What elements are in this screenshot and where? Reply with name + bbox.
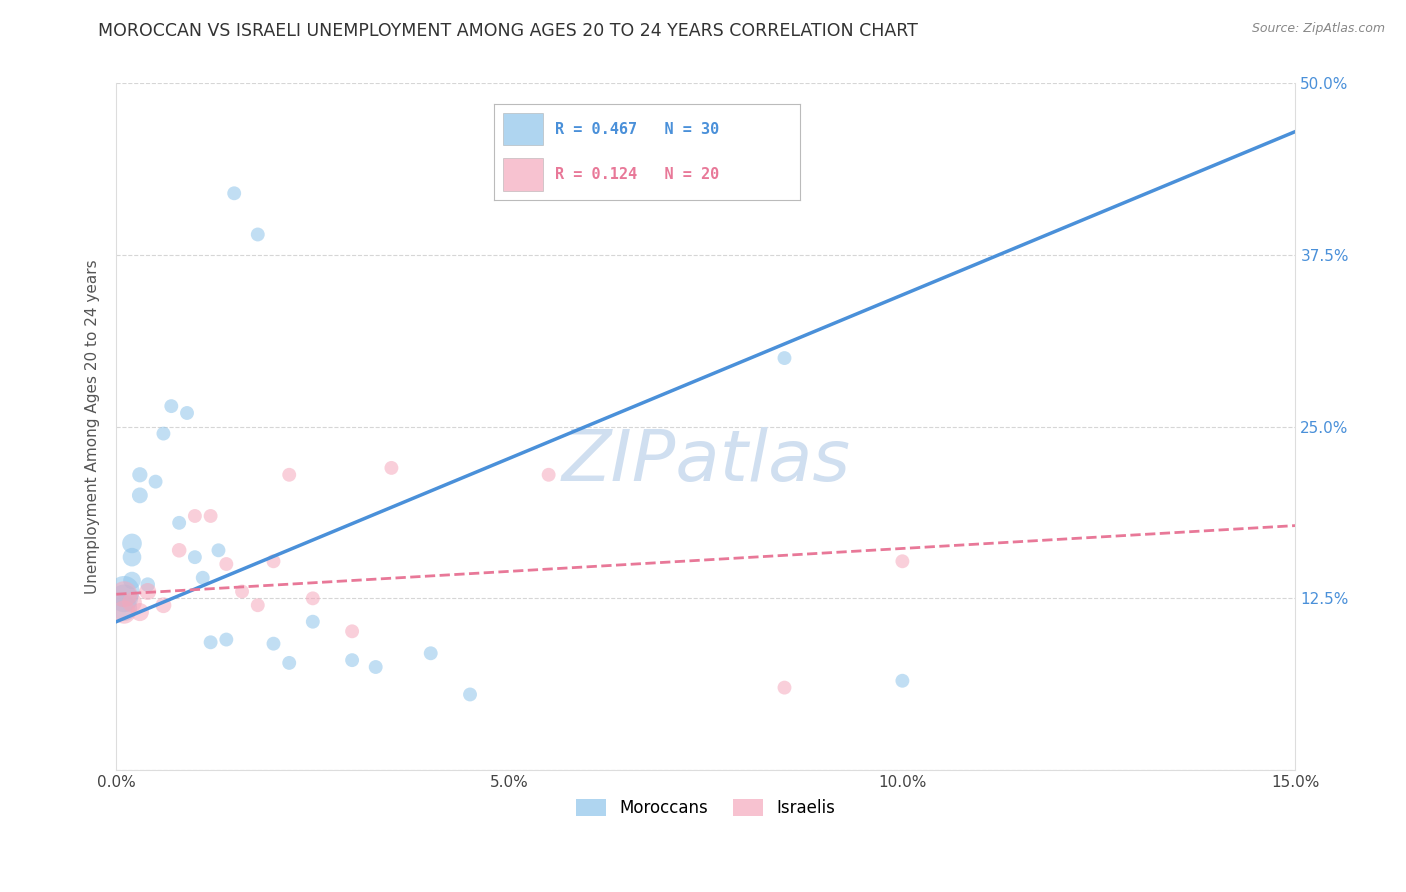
Point bbox=[891, 554, 914, 568]
Point bbox=[152, 599, 174, 613]
Text: MOROCCAN VS ISRAELI UNEMPLOYMENT AMONG AGES 20 TO 24 YEARS CORRELATION CHART: MOROCCAN VS ISRAELI UNEMPLOYMENT AMONG A… bbox=[98, 22, 918, 40]
Point bbox=[112, 605, 135, 619]
Point bbox=[184, 550, 207, 565]
Point bbox=[419, 646, 441, 660]
Point bbox=[301, 615, 323, 629]
Point bbox=[112, 584, 135, 599]
Point bbox=[152, 426, 174, 441]
Point bbox=[246, 599, 269, 613]
Point bbox=[121, 574, 143, 588]
Point bbox=[112, 587, 135, 601]
Point bbox=[121, 536, 143, 550]
Point bbox=[136, 577, 159, 591]
Point bbox=[167, 516, 190, 530]
Point bbox=[246, 227, 269, 242]
Point bbox=[191, 571, 214, 585]
Point bbox=[263, 554, 285, 568]
Point bbox=[340, 624, 363, 639]
Text: ZIPatlas: ZIPatlas bbox=[561, 426, 851, 496]
Text: Source: ZipAtlas.com: Source: ZipAtlas.com bbox=[1251, 22, 1385, 36]
Point bbox=[167, 543, 190, 558]
Point bbox=[224, 186, 246, 201]
Point bbox=[891, 673, 914, 688]
Point bbox=[128, 467, 150, 482]
Point bbox=[278, 656, 301, 670]
Point bbox=[301, 591, 323, 606]
Point bbox=[176, 406, 198, 420]
Y-axis label: Unemployment Among Ages 20 to 24 years: Unemployment Among Ages 20 to 24 years bbox=[86, 260, 100, 594]
Point bbox=[200, 508, 222, 523]
Point bbox=[215, 557, 238, 571]
Point bbox=[121, 550, 143, 565]
Point bbox=[184, 508, 207, 523]
Point bbox=[121, 595, 143, 609]
Point bbox=[773, 351, 796, 365]
Point bbox=[458, 688, 481, 702]
Point bbox=[136, 584, 159, 599]
Point bbox=[263, 637, 285, 651]
Point bbox=[380, 461, 402, 475]
Point bbox=[278, 467, 301, 482]
Point bbox=[128, 605, 150, 619]
Point bbox=[537, 467, 560, 482]
Point bbox=[364, 660, 387, 674]
Point bbox=[128, 488, 150, 502]
Legend: Moroccans, Israelis: Moroccans, Israelis bbox=[569, 792, 842, 823]
Point bbox=[160, 399, 183, 413]
Point bbox=[145, 475, 167, 489]
Point bbox=[215, 632, 238, 647]
Point bbox=[340, 653, 363, 667]
Point bbox=[773, 681, 796, 695]
Point bbox=[112, 601, 135, 615]
Point bbox=[112, 591, 135, 606]
Point bbox=[231, 584, 253, 599]
Point bbox=[200, 635, 222, 649]
Point bbox=[207, 543, 229, 558]
